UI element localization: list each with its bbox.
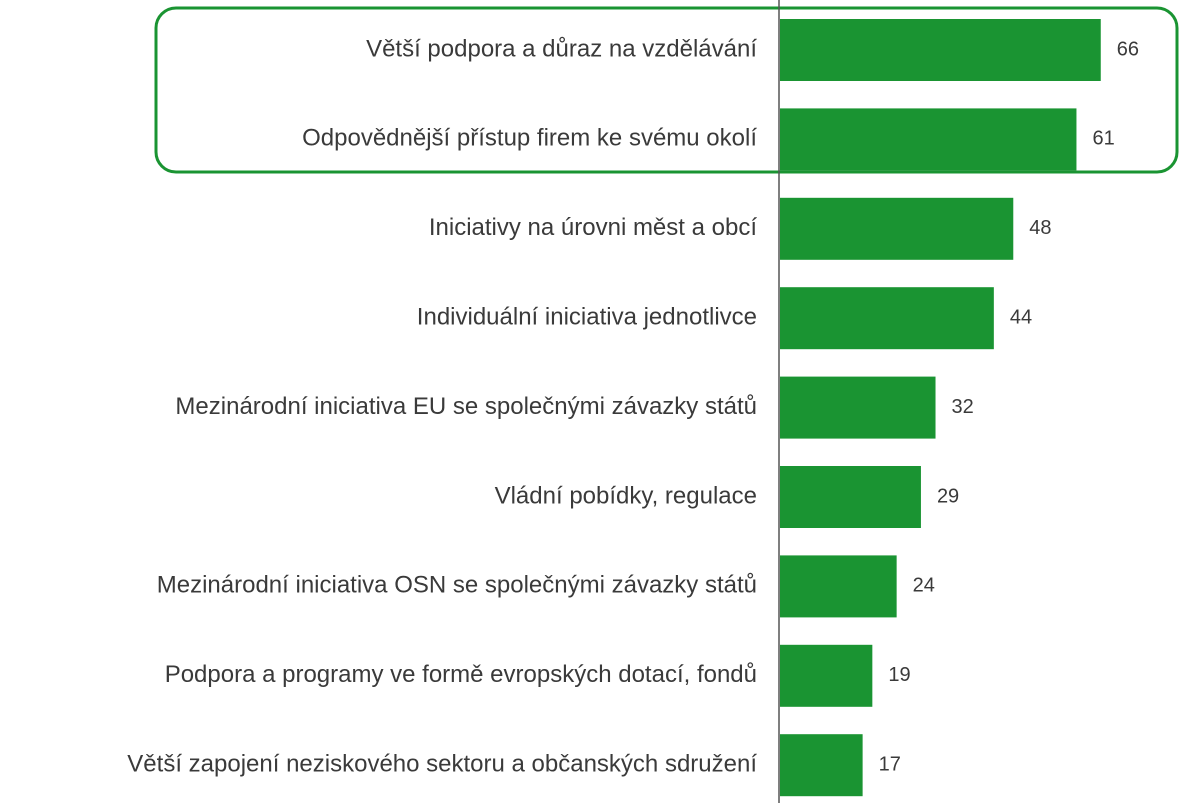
value-label: 17: [879, 753, 901, 775]
value-label: 32: [952, 396, 974, 418]
value-label: 19: [888, 664, 910, 686]
value-label: 29: [937, 485, 959, 507]
bar: [780, 197, 1014, 260]
category-label: Odpovědnější přístup firem ke svému okol…: [302, 125, 757, 152]
category-label: Vládní pobídky, regulace: [495, 482, 757, 509]
bar: [780, 466, 921, 528]
bar: [780, 644, 873, 707]
bar: [780, 734, 863, 797]
category-label: Mezinárodní iniciativa OSN se společnými…: [157, 572, 757, 599]
bar: [780, 19, 1101, 81]
category-label: Iniciativy na úrovni měst a obcí: [429, 214, 757, 241]
highlight-box: [154, 6, 1179, 174]
value-label: 48: [1029, 217, 1051, 239]
bar: [780, 376, 936, 439]
category-label: Podpora a programy ve formě evropských d…: [165, 661, 757, 688]
value-label: 24: [913, 575, 935, 597]
category-label: Individuální iniciativa jednotlivce: [417, 304, 757, 331]
bar: [780, 555, 897, 618]
category-label: Větší zapojení neziskového sektoru a obč…: [127, 751, 757, 778]
value-label: 61: [1092, 128, 1114, 150]
bar: [780, 108, 1077, 171]
bar: [780, 287, 994, 350]
value-label: 44: [1010, 306, 1032, 328]
value-label: 66: [1117, 38, 1139, 60]
category-label: Mezinárodní iniciativa EU se společnými …: [175, 393, 757, 420]
category-label: Větší podpora a důraz na vzdělávání: [366, 35, 757, 62]
